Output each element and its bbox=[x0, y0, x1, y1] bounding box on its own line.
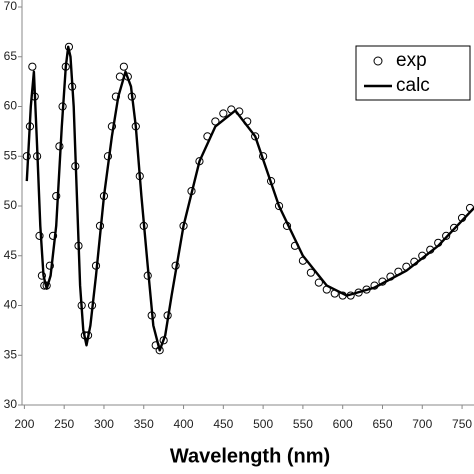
y-tick-label: 50 bbox=[4, 198, 18, 212]
data-point bbox=[314, 278, 323, 287]
data-point bbox=[251, 132, 260, 141]
x-tick-label: 450 bbox=[213, 417, 233, 431]
data-point bbox=[37, 271, 46, 280]
data-line bbox=[25, 45, 474, 352]
x-tick-label: 500 bbox=[253, 417, 273, 431]
x-tick-label: 750 bbox=[452, 417, 472, 431]
y-tick-label: 70 bbox=[4, 0, 18, 13]
x-tick-label: 550 bbox=[293, 417, 313, 431]
y-tick-label: 65 bbox=[4, 49, 18, 63]
y-tick-label: 55 bbox=[4, 148, 18, 162]
y-tick-label: 35 bbox=[4, 347, 18, 361]
x-axis-label: Wavelength (nm) bbox=[170, 445, 330, 467]
legend-marker bbox=[373, 56, 383, 66]
x-tick-label: 250 bbox=[54, 417, 74, 431]
data-point bbox=[219, 109, 228, 118]
y-tick-label: 60 bbox=[4, 99, 18, 113]
x-tick-label: 200 bbox=[14, 417, 34, 431]
legend-label: calc bbox=[396, 75, 430, 96]
data-point bbox=[306, 268, 315, 277]
x-tick-label: 700 bbox=[412, 417, 432, 431]
x-tick-label: 650 bbox=[372, 417, 392, 431]
data-point bbox=[48, 231, 58, 240]
legend-label: exp bbox=[396, 50, 427, 71]
data-point bbox=[119, 62, 128, 71]
data-point bbox=[28, 62, 37, 71]
data-point bbox=[450, 223, 459, 232]
x-tick-label: 400 bbox=[174, 417, 194, 431]
legend-box bbox=[355, 45, 471, 101]
x-tick-label: 350 bbox=[134, 417, 154, 431]
x-tick-label: 600 bbox=[333, 417, 353, 431]
y-tick-label: 30 bbox=[4, 397, 18, 411]
y-tick-label: 40 bbox=[4, 298, 18, 312]
data-point bbox=[442, 231, 451, 240]
data-point bbox=[52, 191, 61, 201]
y-tick-label: 45 bbox=[4, 248, 18, 262]
data-point bbox=[45, 261, 54, 270]
x-tick-label: 300 bbox=[94, 417, 114, 431]
